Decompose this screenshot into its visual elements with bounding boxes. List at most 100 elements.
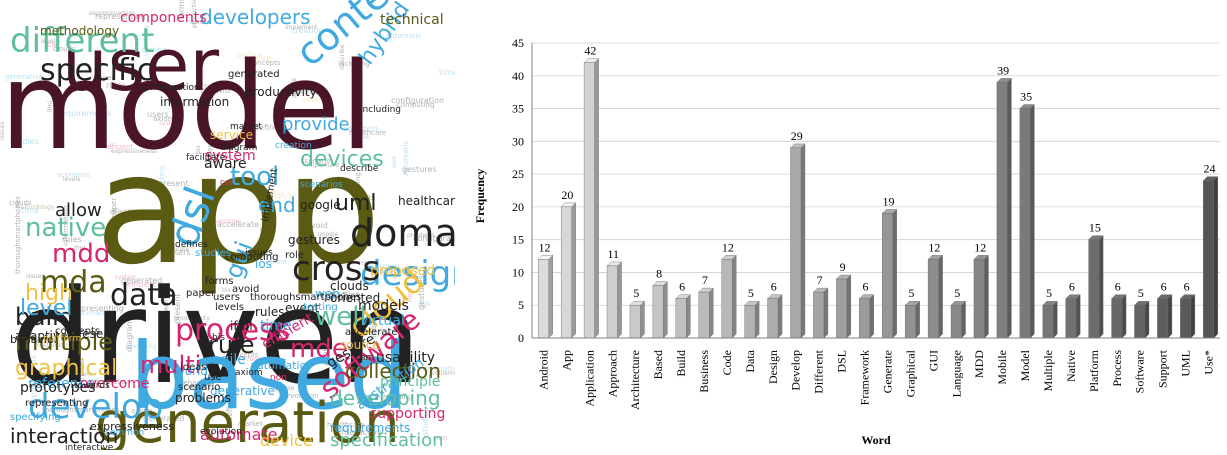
cloud-filler-word: healthcare <box>349 129 386 137</box>
cloud-filler-word: facilitate <box>185 384 211 391</box>
bar-value-label: 29 <box>791 129 803 143</box>
x-tick-label: Graphical <box>903 349 917 397</box>
cloud-filler-word: avoid <box>321 344 330 366</box>
bar-value-label: 5 <box>633 286 639 300</box>
bar-side <box>892 208 897 339</box>
cloud-word: event <box>285 301 319 315</box>
bar-value-label: 5 <box>1046 286 1052 300</box>
cloud-filler-word: axiom <box>131 407 153 415</box>
cloud-filler-word: platform <box>259 190 285 197</box>
cloud-word: multi <box>140 351 201 379</box>
cloud-word: creation <box>275 141 312 151</box>
cloud-filler-word: thoroughsmartphones <box>42 406 120 414</box>
cloud-filler-word: bis <box>195 145 202 154</box>
cloud-filler-word: rules <box>77 360 86 380</box>
cloud-word: users <box>213 292 240 303</box>
cloud-word: provide <box>282 114 350 135</box>
cloud-word: configuration <box>140 83 200 93</box>
bar <box>721 259 733 339</box>
bar-value-label: 15 <box>1089 221 1101 235</box>
axes <box>531 43 1220 339</box>
cloud-word: scenario <box>178 382 220 393</box>
bar-side <box>915 300 920 339</box>
cloud-filler-word: thoroughsmartphones <box>14 196 22 274</box>
bar-side <box>823 287 829 339</box>
cloud-filler-word: world <box>270 259 287 266</box>
cloud-filler-word: ifml <box>47 100 54 112</box>
cloud-filler-word: levels <box>41 38 58 45</box>
bar-side <box>594 58 599 339</box>
x-tick-label: UML <box>1179 350 1193 377</box>
cloud-filler-word: diagram <box>110 207 143 216</box>
cloud-word: uml <box>335 191 377 216</box>
cloud-filler-word: towards <box>306 204 314 232</box>
bar-value-label: 7 <box>702 273 708 287</box>
x-tick-label: App <box>559 350 573 371</box>
cloud-filler-word: web <box>418 301 431 308</box>
cloud-filler-word: representing <box>73 304 124 313</box>
cloud-filler-word: system <box>137 412 159 419</box>
x-tick-label: Native <box>1064 350 1078 382</box>
bar-value-label: 9 <box>840 260 846 274</box>
cloud-word: develop <box>28 387 163 427</box>
bar-value-label: 24 <box>1204 162 1216 176</box>
bar-value-label: 5 <box>954 286 960 300</box>
y-tick-label: 35 <box>512 102 524 116</box>
x-tick-label: Data <box>743 349 757 372</box>
cloud-word: accelerate <box>345 327 398 338</box>
x-tick-label: Support <box>1156 349 1170 388</box>
cloud-word: representing <box>25 398 89 409</box>
y-tick-label: 5 <box>518 298 524 312</box>
cloud-word: specifying <box>10 412 61 423</box>
cloud-filler-word: including <box>338 60 370 68</box>
cloud-word: specific <box>40 53 153 88</box>
cloud-filler-word: role <box>359 260 371 267</box>
cloud-filler-word: evolution <box>258 227 266 260</box>
x-tick-label: DSL <box>835 350 849 373</box>
cloud-filler-word: gestures <box>417 275 426 310</box>
cloud-filler-word: forms <box>177 0 186 20</box>
x-tick-label: Business <box>697 350 711 393</box>
bar-side <box>777 294 783 339</box>
cloud-filler-word: creation <box>291 26 324 35</box>
cloud-filler-word: problems <box>429 370 455 377</box>
cloud-word: driven <box>10 261 421 413</box>
cloud-word: well <box>315 302 367 332</box>
cloud-filler-word: studies <box>421 407 430 436</box>
cloud-filler-word: generated <box>143 414 184 423</box>
cloud-filler-word: automatic <box>402 140 410 176</box>
cloud-filler-word: rules <box>106 81 126 90</box>
cloud-word: evolution <box>200 427 242 437</box>
cloud-filler-word: automatic <box>386 32 422 40</box>
cloud-word: aware <box>204 156 247 172</box>
bar-value-label: 12 <box>538 240 550 254</box>
cloud-filler-word: car <box>25 332 38 341</box>
bar-value-label: 7 <box>817 273 823 287</box>
bar-side <box>754 300 760 339</box>
x-tick-label: Android <box>536 350 550 390</box>
bar-value-label: 20 <box>561 188 573 202</box>
cloud-word: ios <box>255 257 272 271</box>
bar-side <box>686 294 691 339</box>
cloud-filler-word: aware <box>206 141 214 162</box>
cloud-word: different <box>10 21 154 61</box>
bar <box>675 298 687 339</box>
cloud-word: generation <box>95 391 400 450</box>
cloud-word: expressiveness <box>90 420 174 433</box>
cloud-filler-word: issues <box>26 273 45 280</box>
cloud-word: ifml <box>230 319 253 333</box>
cloud-filler-word: cam <box>95 71 102 84</box>
cloud-word: interactive <box>65 443 114 450</box>
cloud-filler-word: methodology <box>37 342 77 349</box>
cloud-filler-word: axiom <box>153 115 175 123</box>
x-tick-label: Multiple <box>1041 350 1055 391</box>
x-tick-label: Approach <box>605 350 619 397</box>
cloud-filler-word: computing <box>375 393 412 401</box>
cloud-filler-word: methodology <box>15 204 55 211</box>
bar-side <box>663 281 668 339</box>
y-tick-label: 10 <box>512 265 524 279</box>
bar-side <box>1144 300 1150 339</box>
cloud-filler-word: testing <box>142 46 166 54</box>
cloud-filler-word: agile <box>355 134 370 141</box>
cloud-filler-word: platform <box>237 52 263 59</box>
